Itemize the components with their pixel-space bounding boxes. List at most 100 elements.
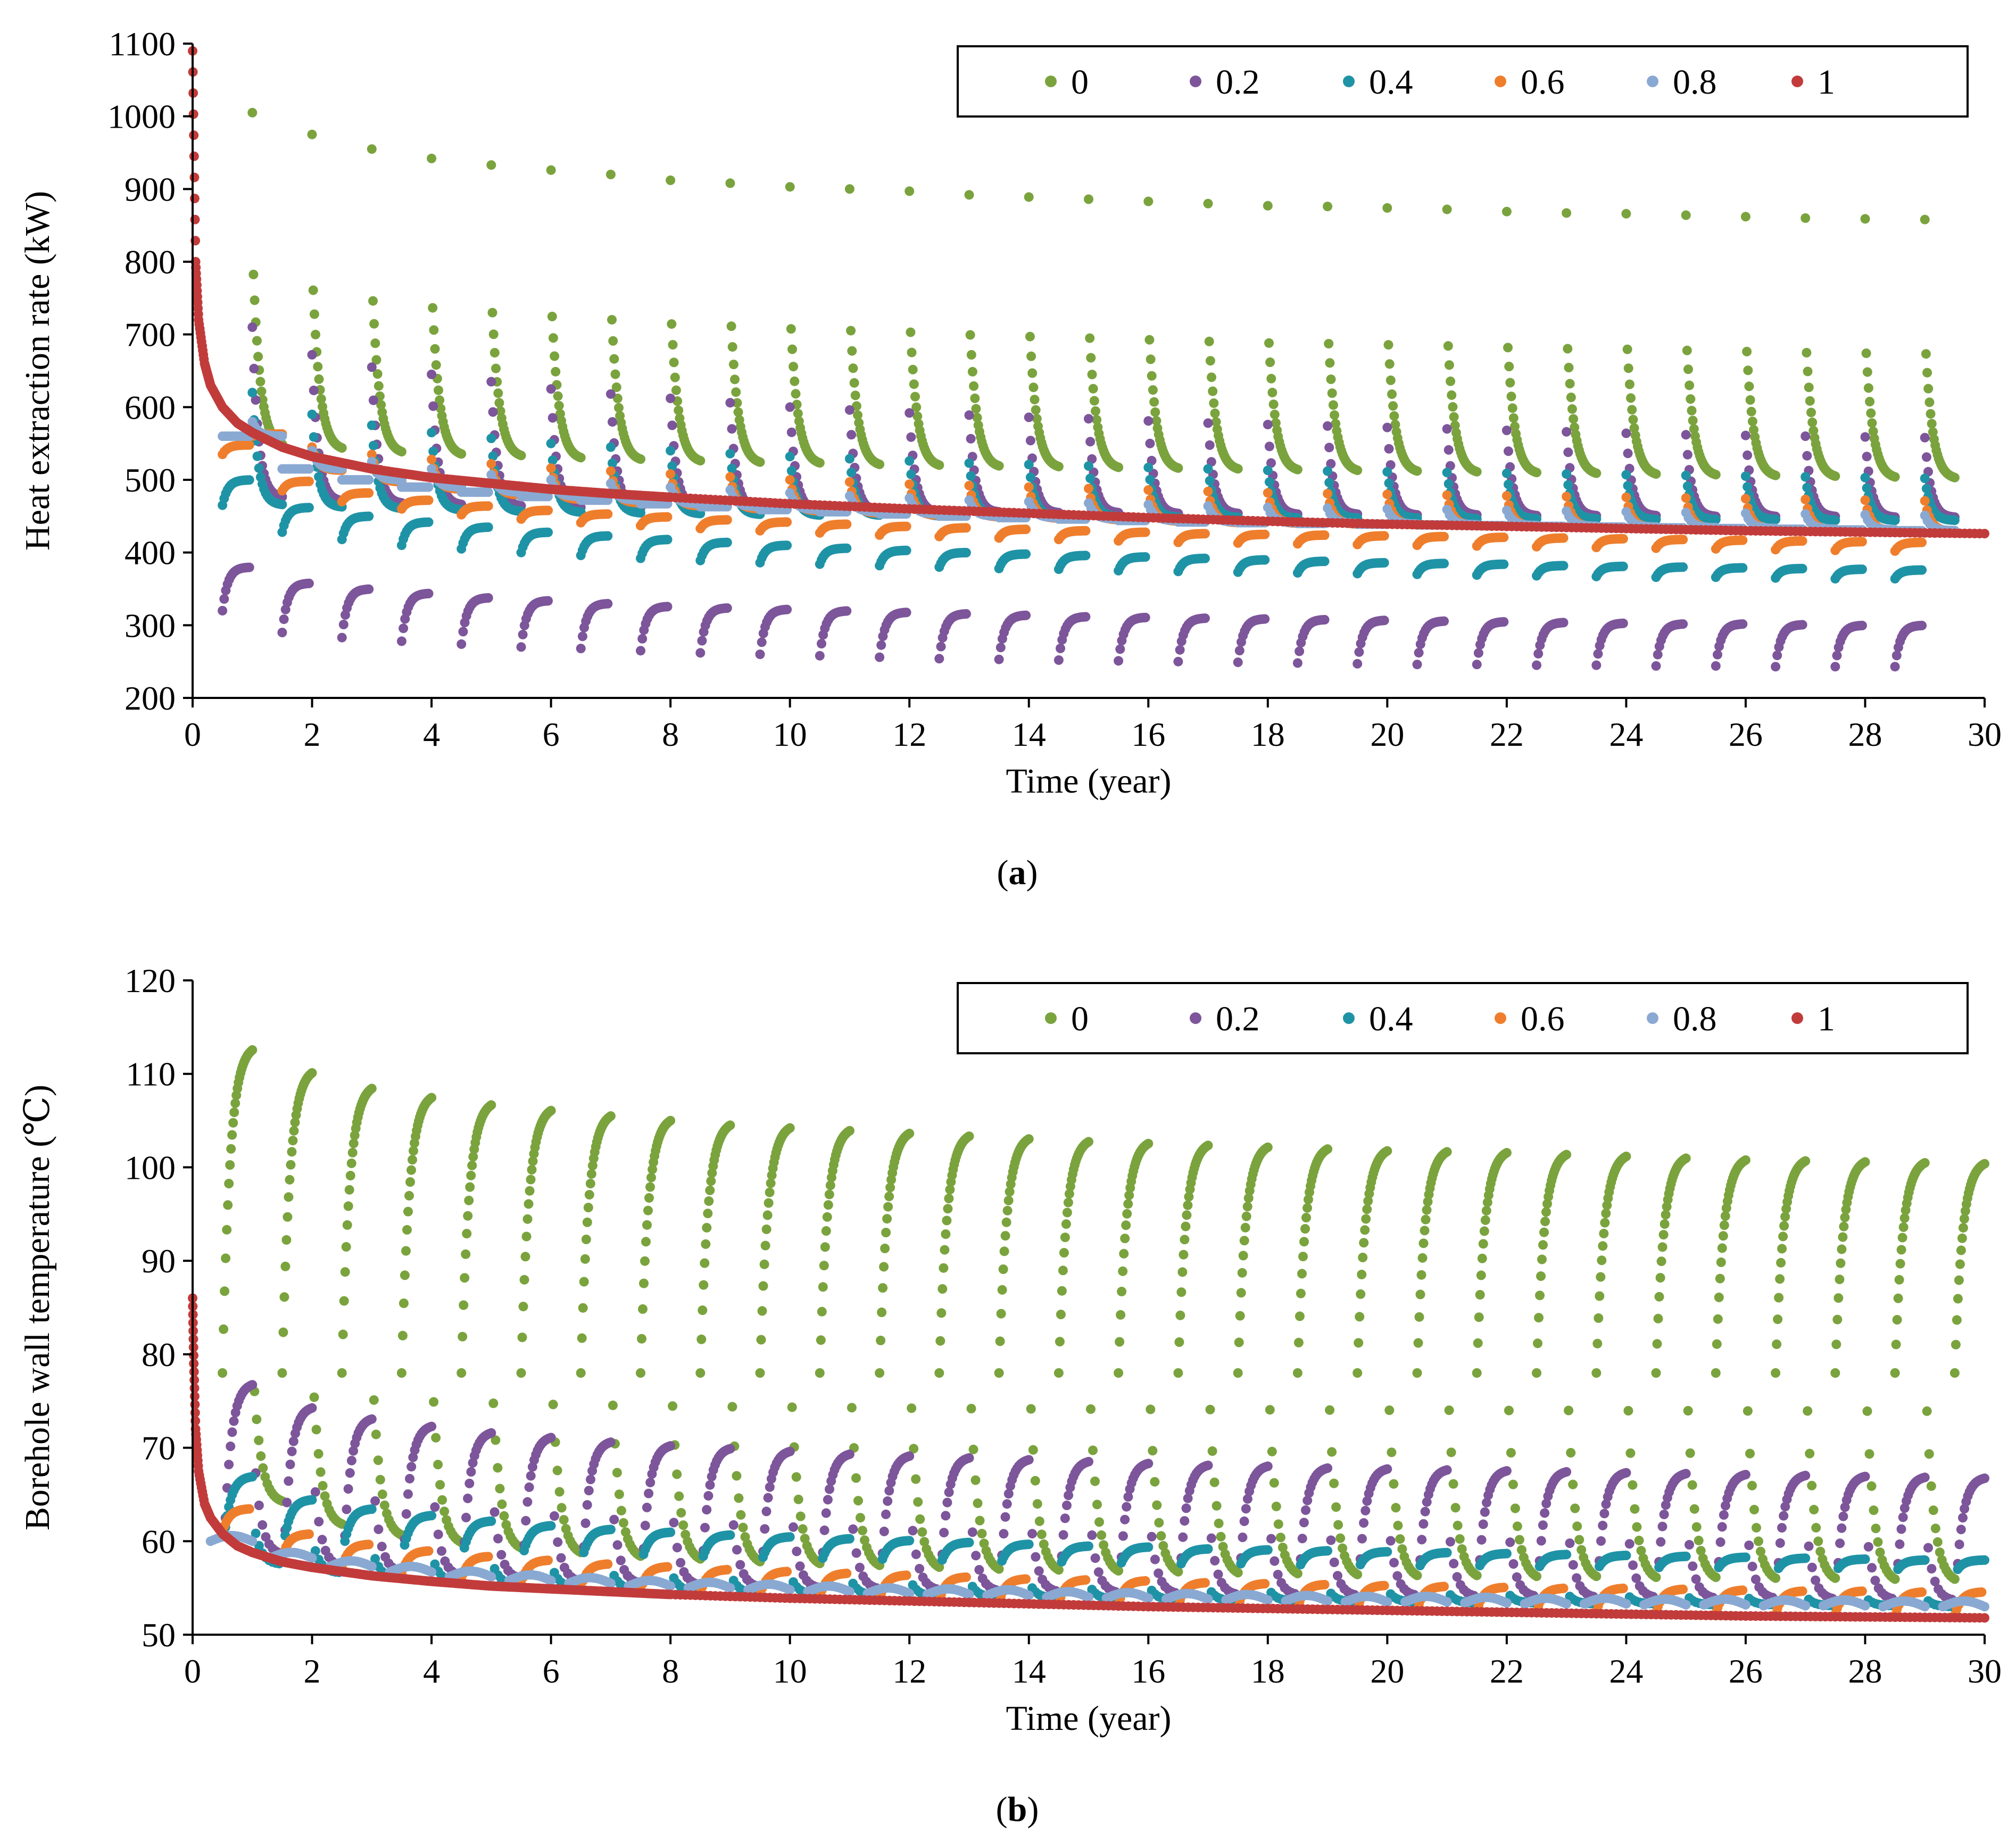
point-a-s0 [1446, 376, 1456, 386]
point-a-s06 [1740, 494, 1750, 504]
point-a-s0 [611, 382, 621, 392]
point-a-s0 [1089, 396, 1099, 406]
point-a-s0 [428, 303, 438, 313]
point-a-s0 [669, 357, 679, 368]
point-a-s1 [189, 172, 200, 182]
point-a-s02 [1292, 658, 1302, 668]
point-a-s06 [961, 523, 971, 533]
point-a-s04 [725, 448, 735, 459]
point-a-s0 [967, 367, 977, 377]
point-a-s0 [551, 367, 561, 377]
point-a-s0 [1330, 410, 1339, 420]
point-a-s02 [1264, 442, 1274, 452]
point-a-s08 [424, 482, 434, 492]
point-a-s06 [244, 440, 254, 450]
point-a-s0 [1623, 363, 1633, 373]
point-a-s02 [662, 602, 673, 612]
point-a-s06 [1143, 485, 1154, 495]
point-a-s04 [1143, 462, 1154, 472]
point-a-s04 [1084, 461, 1093, 471]
point-a-s0 [849, 378, 859, 388]
point-a-s0 [1688, 415, 1698, 426]
point-a-s02 [1021, 610, 1031, 620]
point-a-s04 [666, 446, 676, 456]
point-a-s0 [666, 175, 676, 185]
point-a-s04 [307, 410, 317, 419]
point-a-s0 [971, 404, 981, 414]
point-a-s02 [277, 628, 287, 637]
point-a-s0 [1024, 192, 1034, 202]
point-a-s02 [1801, 431, 1811, 441]
point-a-s0 [248, 270, 259, 279]
point-a-s08 [277, 431, 287, 441]
point-a-s02 [782, 604, 792, 614]
point-a-s0 [671, 385, 681, 395]
point-a-s06 [964, 480, 974, 490]
point-a-s0 [1570, 422, 1580, 432]
point-a-s02 [1143, 416, 1154, 426]
point-a-s0 [1147, 371, 1157, 381]
point-a-s0 [1472, 467, 1482, 477]
point-a-s0 [731, 387, 741, 397]
point-a-s02 [1442, 424, 1452, 434]
point-a-s02 [1682, 449, 1693, 460]
point-a-s06 [1917, 537, 1927, 547]
point-a-s0 [1803, 367, 1813, 377]
x-tick-label: 4 [423, 715, 440, 753]
point-a-s02 [367, 362, 377, 372]
point-a-s04 [483, 522, 493, 532]
point-a-s0 [851, 401, 861, 411]
point-a-s04 [1563, 480, 1573, 490]
point-a-s0 [815, 458, 825, 468]
point-a-s02 [817, 639, 826, 648]
point-a-s0 [256, 386, 267, 396]
point-a-s06 [546, 463, 556, 473]
point-a-s0 [1444, 360, 1454, 370]
point-a-s0 [1263, 201, 1273, 211]
point-a-s02 [1473, 648, 1483, 658]
point-a-s0 [1890, 472, 1900, 482]
point-a-s0 [1861, 348, 1871, 359]
point-a-s0 [1804, 382, 1814, 393]
point-a-s04 [427, 428, 437, 438]
point-a-s02 [966, 434, 976, 444]
point-a-s02 [1593, 649, 1603, 659]
point-a-s04 [1711, 514, 1721, 525]
point-a-s04 [1562, 469, 1572, 479]
point-a-s04 [1771, 514, 1781, 525]
point-a-s02 [483, 593, 493, 603]
point-a-s0 [1567, 404, 1577, 414]
point-a-s04 [1618, 561, 1628, 571]
point-a-s02 [934, 654, 944, 664]
point-a-s02 [1081, 612, 1091, 622]
point-a-s0 [1265, 357, 1275, 367]
point-a-s02 [1890, 662, 1900, 672]
point-a-s0 [494, 398, 504, 408]
point-a-s02 [1326, 459, 1336, 469]
point-a-s02 [1591, 660, 1602, 670]
point-a-s0 [1146, 354, 1156, 364]
point-a-s06 [1801, 494, 1811, 504]
point-a-s02 [1056, 643, 1065, 653]
point-a-s06 [722, 515, 732, 525]
point-a-s02 [603, 598, 613, 609]
point-a-s04 [1263, 465, 1273, 476]
point-a-s02 [1203, 418, 1213, 428]
point-a-s04 [1085, 473, 1096, 484]
point-a-s04 [906, 469, 916, 479]
point-a-s0 [1927, 419, 1937, 429]
point-a-s0 [969, 381, 979, 391]
point-a-s02 [543, 596, 553, 606]
point-a-s0 [1053, 462, 1064, 472]
point-a-s0 [307, 129, 317, 139]
point-a-s02 [1862, 452, 1872, 462]
point-a-s02 [905, 408, 915, 418]
point-a-s06 [486, 459, 496, 469]
point-a-s1 [189, 194, 200, 204]
point-a-s0 [436, 404, 446, 413]
point-a-s0 [1506, 392, 1516, 402]
point-a-s06 [662, 512, 673, 522]
point-a-s04 [247, 388, 258, 397]
point-a-s0 [607, 315, 617, 325]
point-a-s02 [247, 322, 258, 332]
